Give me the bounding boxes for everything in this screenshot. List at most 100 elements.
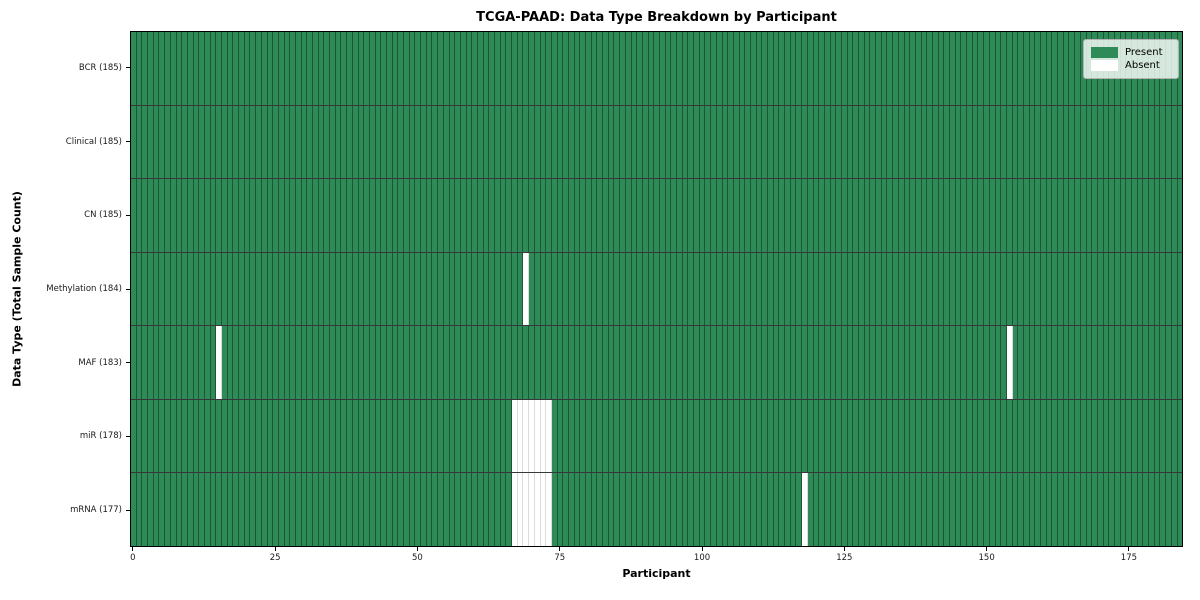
cell-present — [187, 105, 194, 179]
cell-present — [267, 326, 274, 399]
cell-present — [836, 32, 842, 105]
cell-present — [944, 105, 950, 179]
cell-present — [1041, 32, 1047, 105]
cell-present — [756, 252, 763, 326]
cell-present — [739, 105, 746, 179]
cell-present — [216, 399, 222, 473]
cell-present — [506, 105, 513, 179]
cell-present — [352, 399, 359, 473]
cell-present — [762, 252, 768, 326]
cell-present — [301, 399, 308, 473]
cell-present — [921, 32, 928, 105]
cell-present — [483, 105, 490, 179]
cell-present — [608, 252, 615, 326]
cell-present — [267, 179, 274, 252]
cell-present — [1126, 473, 1132, 547]
cell-present — [432, 473, 439, 547]
cell-present — [204, 326, 211, 399]
cell-present — [1041, 105, 1047, 179]
cell-present — [961, 32, 968, 105]
y-tick-mark — [126, 435, 130, 437]
cell-present — [682, 105, 689, 179]
cell-present — [972, 105, 979, 179]
cell-present — [449, 179, 456, 252]
cell-present — [807, 105, 814, 179]
cell-present — [938, 32, 945, 105]
cell-present — [756, 179, 763, 252]
heatmap-row-miR — [131, 399, 1183, 474]
x-tick-label: 0 — [130, 553, 136, 563]
cell-present — [1029, 252, 1036, 326]
cell-present — [512, 252, 518, 326]
cell-present — [1001, 105, 1007, 179]
cell-present — [910, 252, 916, 326]
cell-present — [580, 473, 586, 547]
cell-present — [688, 179, 695, 252]
cell-present — [1012, 105, 1019, 179]
cell-present — [711, 473, 717, 547]
cell-present — [893, 32, 899, 105]
cell-present — [756, 32, 763, 105]
cell-present — [210, 399, 217, 473]
cell-present — [790, 179, 797, 252]
cell-present — [466, 326, 473, 399]
cell-present — [1126, 399, 1132, 473]
cell-present — [182, 473, 188, 547]
y-tick-label: CN (185) — [84, 210, 122, 221]
cell-present — [665, 252, 672, 326]
cell-present — [972, 399, 979, 473]
cell-present — [358, 473, 365, 547]
cell-present — [148, 473, 154, 547]
cell-present — [284, 105, 291, 179]
cell-present — [836, 252, 842, 326]
cell-present — [324, 252, 331, 326]
cell-present — [290, 473, 296, 547]
cell-present — [432, 179, 439, 252]
cell-present — [745, 326, 751, 399]
cell-present — [910, 105, 916, 179]
cell-present — [694, 105, 700, 179]
cell-present — [495, 252, 501, 326]
cell-present — [1052, 179, 1059, 252]
cell-present — [580, 326, 586, 399]
cell-present — [1143, 105, 1150, 179]
cell-present — [176, 473, 183, 547]
cell-present — [193, 326, 200, 399]
legend-item-present: Present — [1091, 47, 1171, 58]
cell-present — [1063, 179, 1070, 252]
cell-present — [1029, 326, 1036, 399]
cell-present — [677, 179, 683, 252]
cell-present — [512, 105, 518, 179]
cell-present — [967, 252, 973, 326]
cell-present — [722, 252, 729, 326]
cell-present — [773, 105, 780, 179]
cell-present — [1046, 326, 1053, 399]
cell-present — [597, 179, 604, 252]
cell-present — [256, 473, 262, 547]
cell-present — [273, 473, 279, 547]
cell-present — [932, 32, 939, 105]
cell-present — [1103, 179, 1110, 252]
cell-present — [648, 326, 655, 399]
cell-present — [1075, 105, 1081, 179]
cell-present — [859, 179, 865, 252]
cell-present — [489, 399, 495, 473]
cell-present — [688, 399, 695, 473]
cell-present — [796, 32, 803, 105]
cell-present — [830, 473, 837, 547]
cell-present — [1012, 179, 1019, 252]
cell-present — [210, 179, 217, 252]
cell-present — [1114, 252, 1121, 326]
cell-present — [711, 32, 717, 105]
cell-present — [1069, 473, 1076, 547]
cell-present — [625, 473, 632, 547]
cell-present — [489, 473, 495, 547]
cell-present — [705, 252, 712, 326]
cell-present — [688, 105, 695, 179]
cell-present — [1160, 105, 1167, 179]
cell-present — [142, 399, 149, 473]
cell-present — [779, 473, 786, 547]
cell-present — [881, 32, 888, 105]
cell-present — [796, 179, 803, 252]
cell-present — [1143, 326, 1150, 399]
